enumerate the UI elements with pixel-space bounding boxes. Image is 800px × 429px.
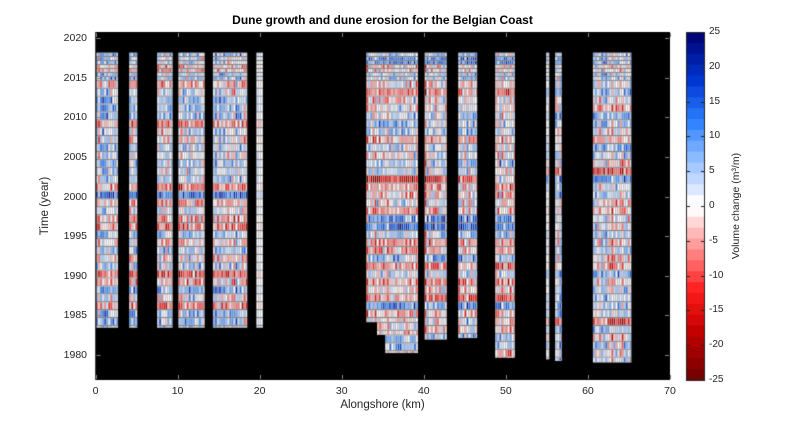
y-tick-label: 2020 — [63, 32, 87, 45]
y-tick-label: 2015 — [63, 71, 87, 84]
colorbar-tick-label: -5 — [709, 234, 718, 246]
y-axis-label: Time (year) — [39, 176, 51, 236]
y-tick-label: 1980 — [63, 348, 87, 361]
x-axis-label: Alongshore (km) — [340, 399, 425, 411]
colorbar-tick-label: 20 — [709, 60, 721, 72]
y-tick-label: 2010 — [63, 111, 87, 124]
y-tick-label: 1995 — [63, 230, 87, 243]
x-tick-label: 10 — [171, 385, 184, 397]
colorbar-tick-label: 25 — [709, 26, 721, 37]
colorbar-tick-label: 0 — [709, 200, 715, 211]
x-tick-label: 60 — [582, 385, 594, 397]
x-tick-label: 70 — [664, 385, 676, 397]
x-tick-label: 20 — [253, 385, 266, 397]
colorbar-tick-label: -25 — [709, 374, 724, 385]
colorbar-tick-label: -15 — [709, 304, 724, 316]
y-tick-label: 2005 — [63, 150, 87, 163]
x-tick-label: 0 — [92, 385, 99, 397]
x-tick-label: 50 — [500, 385, 512, 397]
colorbar-tick-label: 10 — [709, 130, 721, 142]
colorbar-tick-label: 15 — [709, 95, 721, 107]
x-tick-label: 40 — [417, 385, 430, 397]
colorbar-tick-label: 5 — [709, 165, 715, 177]
colorbar-tick-label: -20 — [709, 339, 724, 351]
colorbar-tick-label: -10 — [709, 269, 724, 281]
y-tick-label: 1985 — [63, 309, 87, 322]
chart-title: Dune growth and dune erosion for the Bel… — [232, 13, 533, 27]
y-tick-label: 1990 — [63, 269, 87, 282]
x-tick-label: 30 — [335, 385, 348, 397]
y-tick-label: 2000 — [63, 190, 87, 203]
